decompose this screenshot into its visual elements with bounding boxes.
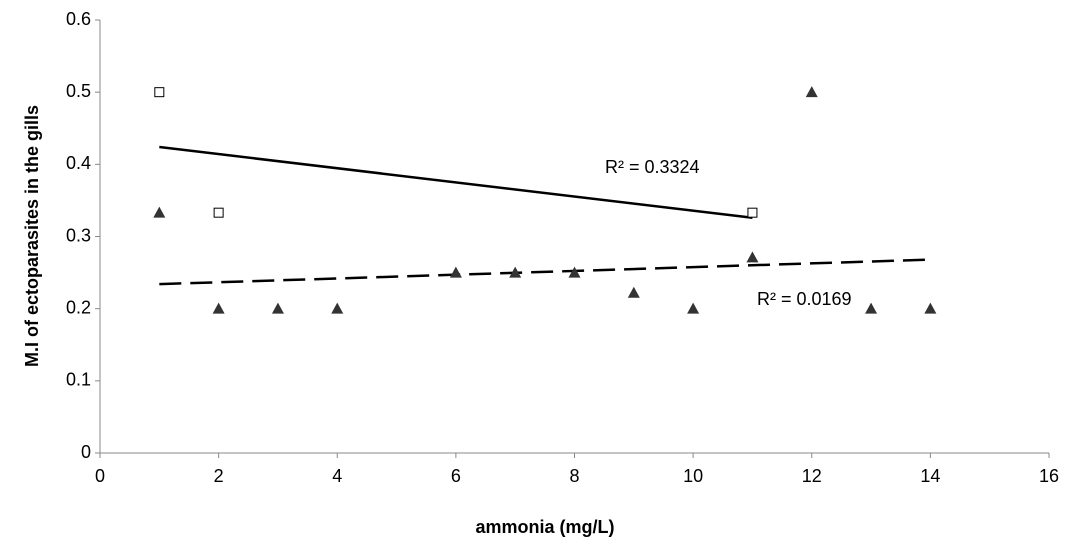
x-tick-label: 6 [451,466,461,486]
x-tick-label: 14 [920,466,940,486]
x-axis-title: ammonia (mg/L) [475,517,614,537]
y-tick-label: 0.4 [66,153,91,173]
x-tick-label: 0 [95,466,105,486]
marker [213,207,224,218]
y-tick-label: 0.5 [66,81,91,101]
marker [805,86,818,98]
x-tick-label: 4 [332,466,342,486]
x-tick-label: 16 [1039,466,1059,486]
marker [509,266,522,278]
y-axis-title: M.I of ectoparasites in the gills [22,105,42,367]
marker [568,266,581,278]
marker [746,251,759,263]
marker [687,302,700,314]
marker [627,286,640,298]
y-tick-label: 0 [81,442,91,462]
trendline [159,258,931,286]
y-tick-label: 0.3 [66,225,91,245]
y-tick-label: 0.2 [66,297,91,317]
x-tick-label: 2 [214,466,224,486]
marker [449,266,462,278]
trendline [159,145,753,219]
marker [865,302,878,314]
marker [153,206,166,218]
x-tick-label: 10 [683,466,703,486]
marker [747,207,758,218]
marker [154,87,165,98]
marker [331,302,344,314]
r-squared-label: R² = 0.0169 [757,289,852,309]
y-tick-label: 0.6 [66,9,91,29]
y-tick-label: 0.1 [66,370,91,390]
marker [212,302,225,314]
x-tick-label: 12 [802,466,822,486]
r-squared-label: R² = 0.3324 [605,157,700,177]
marker [271,302,284,314]
marker [924,302,937,314]
x-tick-label: 8 [569,466,579,486]
